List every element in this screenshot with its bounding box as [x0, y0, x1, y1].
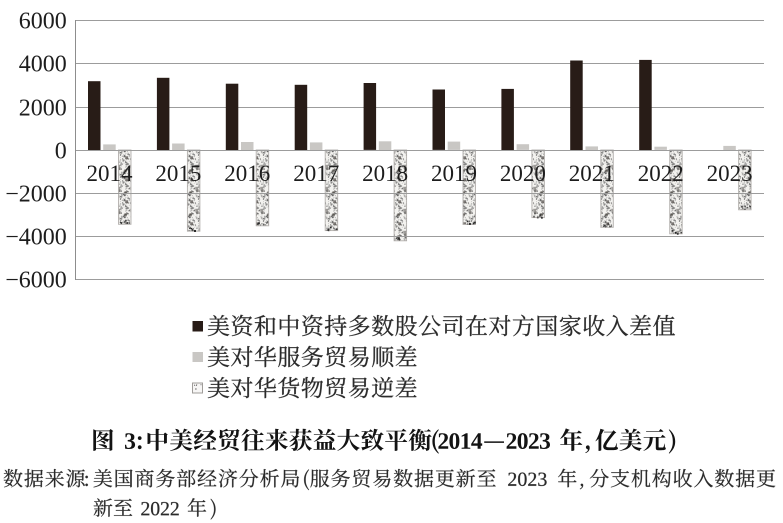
- svg-text:2018: 2018: [362, 161, 408, 186]
- svg-text:2019: 2019: [431, 161, 477, 186]
- svg-text:2022: 2022: [638, 161, 684, 186]
- svg-text:−6000: −6000: [5, 267, 67, 293]
- svg-text:−2000: −2000: [5, 181, 67, 207]
- svg-text:6000: 6000: [19, 8, 67, 34]
- svg-text:2020: 2020: [500, 161, 546, 186]
- svg-text:0: 0: [55, 138, 67, 164]
- svg-text:2021: 2021: [569, 161, 615, 186]
- svg-text:2023: 2023: [707, 161, 753, 186]
- svg-text:4000: 4000: [19, 51, 67, 77]
- svg-text:2000: 2000: [19, 95, 67, 121]
- svg-text:2016: 2016: [224, 161, 270, 186]
- svg-text:−4000: −4000: [5, 224, 67, 250]
- svg-text:2014: 2014: [87, 161, 134, 186]
- svg-text:2015: 2015: [155, 161, 201, 186]
- svg-text:2017: 2017: [293, 161, 339, 186]
